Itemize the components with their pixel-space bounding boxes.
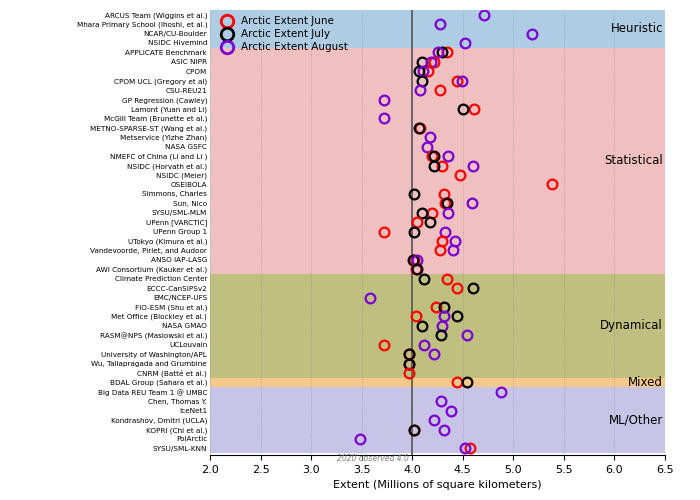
Bar	[210, 387, 665, 453]
Text: Dynamical: Dynamical	[600, 320, 663, 332]
Text: 2020 observed 4.0: 2020 observed 4.0	[337, 454, 409, 462]
Bar	[210, 274, 665, 378]
Text: ML/Other: ML/Other	[608, 414, 663, 426]
Legend: Arctic Extent June, Arctic Extent July, Arctic Extent August: Arctic Extent June, Arctic Extent July, …	[215, 15, 349, 54]
Text: Heuristic: Heuristic	[610, 22, 663, 36]
Text: Mixed: Mixed	[628, 376, 663, 389]
Bar	[210, 10, 665, 48]
X-axis label: Extent (Millions of square kilometers): Extent (Millions of square kilometers)	[333, 480, 542, 490]
Bar	[210, 378, 665, 387]
Text: Statistical: Statistical	[604, 154, 663, 168]
Bar	[210, 48, 665, 274]
